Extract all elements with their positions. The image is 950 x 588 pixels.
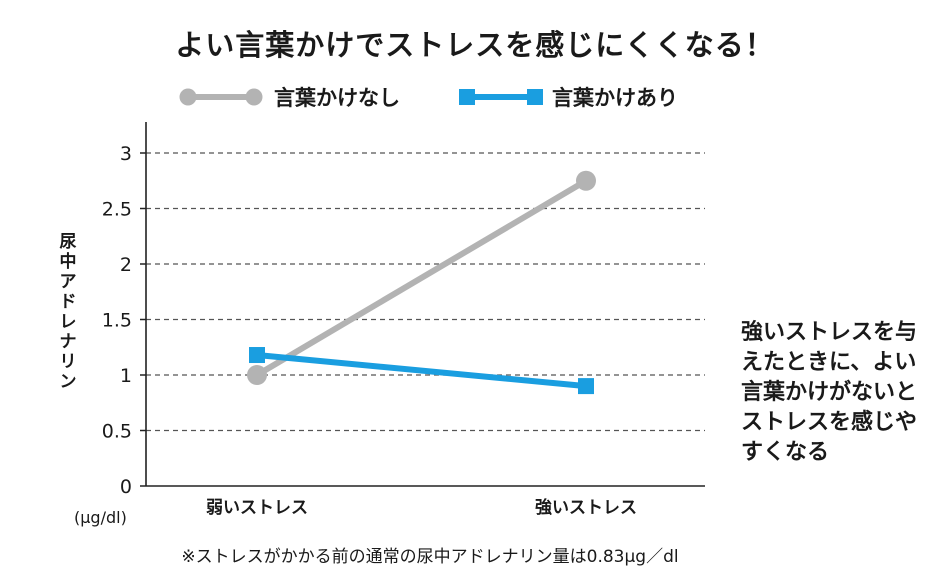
series-line [254,352,589,390]
y-tick-label: 0.5 [102,421,132,443]
series-line [254,177,589,378]
y-tick-label: 1 [120,365,132,387]
data-point-square [578,378,594,395]
data-point-circle [576,170,596,191]
y-tick-label: 1.5 [102,310,132,332]
footnote: ※ストレスがかかる前の通常の尿中アドレナリン量は0.83μg／dl [181,547,679,567]
legend-item-with-words: 言葉かけあり [458,82,678,112]
data-point-circle [247,365,267,385]
y-tick-label: 2.5 [102,199,132,221]
legend-item-no-words: 言葉かけなし [178,82,400,112]
x-category-label: 強いストレス [535,497,637,518]
y-tick-label: 3 [120,143,132,165]
legend-marker-square-line [459,89,543,105]
legend-label-no-words: 言葉かけなし [274,86,400,110]
y-tick-label: 2 [120,254,132,276]
legend-marker-circle-line [179,88,263,106]
y-axis-label: 尿中アドレナリン [59,232,77,392]
y-axis-unit: (μg/dl) [74,508,127,527]
data-point-square [249,347,265,364]
chart-title: よい言葉かけでストレスを感じにくくなる！ [175,28,775,62]
side-note: 強いストレスを与えたときに、よい言葉かけがないとストレスを感じやすくなる [741,320,918,465]
legend: 言葉かけなし 言葉かけあり [178,80,736,114]
x-category-label: 弱いストレス [206,498,308,518]
legend-label-with-words: 言葉かけあり [552,86,678,110]
y-tick-label: 0 [120,476,132,498]
